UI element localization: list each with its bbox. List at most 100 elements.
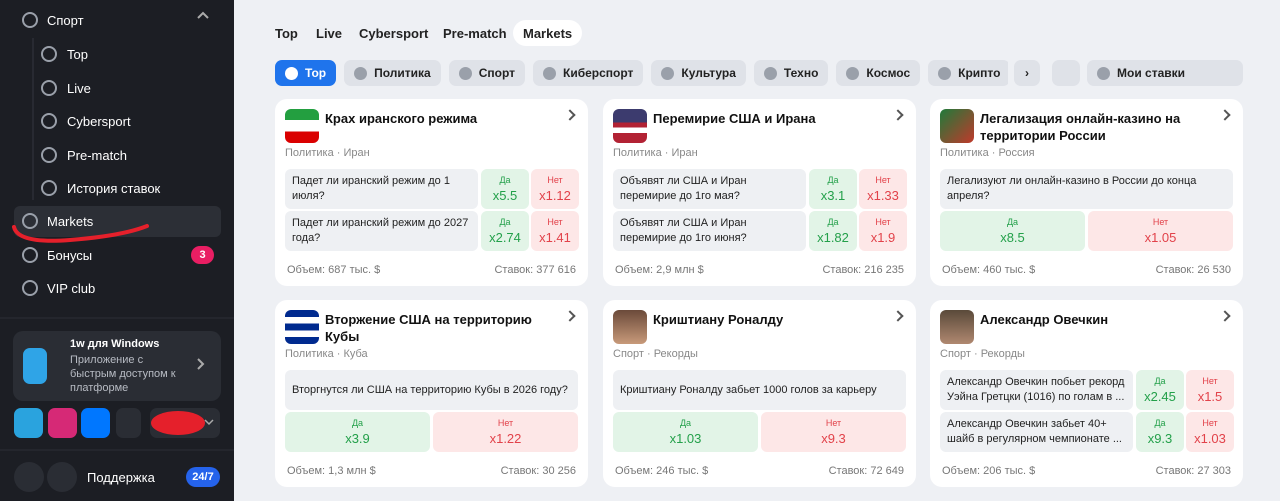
no-button[interactable]: Нет x9.3 bbox=[761, 412, 906, 452]
button-label: Нет bbox=[547, 175, 563, 185]
market-card[interactable]: Вторжение США на территорию Кубы Политика… bbox=[275, 300, 588, 487]
yes-button[interactable]: Да x9.3 bbox=[1136, 412, 1184, 452]
scroll-arrow[interactable]: › bbox=[1014, 60, 1040, 86]
card-avatar bbox=[940, 109, 974, 143]
chip-label: Киберспорт bbox=[563, 66, 634, 80]
nav-item[interactable]: VIP club bbox=[47, 280, 96, 296]
card-title: Крах иранского режима bbox=[325, 111, 478, 126]
yes-button[interactable]: Да x5.5 bbox=[481, 169, 529, 209]
odds: x8.5 bbox=[1000, 230, 1025, 245]
no-button[interactable]: Нет x1.03 bbox=[1186, 412, 1234, 452]
bets-count: Ставок: 377 616 bbox=[494, 264, 576, 276]
promo-text: Приложение с быстрым доступом к платформ… bbox=[70, 354, 176, 394]
sport-header[interactable]: Спорт bbox=[47, 12, 84, 28]
button-label: Да bbox=[827, 217, 839, 227]
odds: x1.03 bbox=[1194, 431, 1226, 446]
chip-label: Крипто bbox=[958, 66, 1001, 80]
tab[interactable]: Pre-match bbox=[443, 25, 507, 41]
nav-icon bbox=[22, 213, 38, 229]
card-avatar bbox=[285, 310, 319, 344]
card-title: Александр Овечкин bbox=[980, 312, 1109, 327]
no-button[interactable]: Нет x1.5 bbox=[1186, 370, 1234, 410]
card-avatar bbox=[613, 109, 647, 143]
nav-item[interactable]: Бонусы bbox=[47, 247, 93, 263]
my-bets[interactable]: Мои ставки bbox=[1087, 60, 1243, 86]
market-card[interactable]: Александр Овечкин Спорт · Рекорды Александ… bbox=[930, 300, 1243, 487]
card-category: Политика · Россия bbox=[940, 147, 1035, 159]
question: Легализуют ли онлайн-казино в России до … bbox=[940, 169, 1233, 209]
tab[interactable]: Markets bbox=[513, 20, 583, 46]
chip-label: Спорт bbox=[478, 66, 515, 80]
tab[interactable]: Top bbox=[275, 25, 298, 41]
question: Криштиану Роналду забьет 1000 голов за к… bbox=[613, 370, 906, 410]
nav-item[interactable]: Markets bbox=[47, 213, 94, 229]
nav-item[interactable]: История ставок bbox=[67, 180, 161, 196]
nav-item[interactable]: Pre-match bbox=[67, 147, 127, 163]
bets-count: Ставок: 72 649 bbox=[828, 465, 904, 477]
bets-count: Ставок: 30 256 bbox=[500, 465, 576, 477]
nav-item[interactable]: Live bbox=[67, 80, 91, 96]
chip-icon bbox=[285, 66, 298, 80]
filter-chip[interactable]: Top bbox=[275, 60, 337, 86]
market-card[interactable]: Легализация онлайн-казино на территории … bbox=[930, 99, 1243, 286]
tab[interactable]: Live bbox=[316, 25, 343, 41]
filter-chip[interactable]: Политика bbox=[344, 60, 441, 86]
odds: x3.9 bbox=[345, 431, 370, 446]
yes-button[interactable]: Да x1.82 bbox=[809, 211, 857, 251]
volume: Объем: 206 тыс. $ bbox=[942, 465, 1036, 477]
yes-button[interactable]: Да x2.74 bbox=[481, 211, 529, 251]
market-card[interactable]: Криштиану Роналду Спорт · Рекорды Криштиан… bbox=[603, 300, 916, 487]
filter-button[interactable] bbox=[1052, 60, 1080, 86]
market-card[interactable]: Перемирие США и Ирана Политика · Иран Объя… bbox=[603, 99, 916, 286]
no-button[interactable]: Нет x1.9 bbox=[859, 211, 907, 251]
button-label: Да bbox=[1154, 418, 1166, 428]
chip-icon bbox=[763, 66, 777, 80]
button-label: Нет bbox=[1202, 376, 1218, 386]
odds: x1.12 bbox=[539, 188, 571, 203]
chip-icon bbox=[846, 66, 860, 80]
yes-button[interactable]: Да x8.5 bbox=[940, 211, 1085, 251]
volume: Объем: 460 тыс. $ bbox=[942, 264, 1036, 276]
no-button[interactable]: Нет x1.33 bbox=[859, 169, 907, 209]
volume: Объем: 1,3 млн $ bbox=[287, 465, 376, 477]
question: Александр Овечкин побьет рекорд Уэйна Гр… bbox=[940, 370, 1133, 410]
no-button[interactable]: Нет x1.22 bbox=[433, 412, 578, 452]
nav-item[interactable]: Cybersport bbox=[67, 113, 131, 129]
market-card[interactable]: Крах иранского режима Политика · Иран Паде… bbox=[275, 99, 588, 286]
button-label: Нет bbox=[875, 175, 891, 185]
yes-button[interactable]: Да x3.9 bbox=[285, 412, 430, 452]
card-avatar bbox=[613, 310, 647, 344]
card-avatar bbox=[940, 310, 974, 344]
odds: x9.3 bbox=[821, 431, 846, 446]
yes-button[interactable]: Да x3.1 bbox=[809, 169, 857, 209]
filter-chip[interactable]: Культура bbox=[651, 60, 746, 86]
support-label[interactable]: Поддержка bbox=[87, 469, 155, 485]
volume: Объем: 687 тыс. $ bbox=[287, 264, 381, 276]
chip-label: Мои ставки bbox=[1117, 66, 1186, 80]
bets-count: Ставок: 216 235 bbox=[822, 264, 904, 276]
card-category: Политика · Иран bbox=[285, 147, 370, 159]
no-button[interactable]: Нет x1.05 bbox=[1088, 211, 1233, 251]
chip-label: Культура bbox=[681, 66, 736, 80]
filter-chip[interactable]: Техно bbox=[753, 60, 829, 86]
filter-chip[interactable]: Киберспорт bbox=[533, 60, 644, 86]
tab[interactable]: Cybersport bbox=[359, 25, 429, 41]
odds: x1.41 bbox=[539, 230, 571, 245]
filter-chip[interactable]: Космос bbox=[836, 60, 921, 86]
no-button[interactable]: Нет x1.41 bbox=[531, 211, 579, 251]
odds: x1.22 bbox=[489, 431, 522, 446]
nav-item[interactable]: Top bbox=[67, 46, 88, 62]
button-label: Нет bbox=[875, 217, 891, 227]
question: Александр Овечкин забьет 40+ шайб в регу… bbox=[940, 412, 1133, 452]
filter-chip[interactable]: Спорт bbox=[448, 60, 525, 86]
chip-icon bbox=[458, 66, 472, 80]
no-button[interactable]: Нет x1.12 bbox=[531, 169, 579, 209]
button-label: Нет bbox=[825, 418, 842, 428]
yes-button[interactable]: Да x2.45 bbox=[1136, 370, 1184, 410]
card-chevron bbox=[892, 310, 904, 322]
card-title: Легализация онлайн-казино на территории … bbox=[980, 111, 1181, 143]
chip-label: Top bbox=[305, 66, 327, 80]
yes-button[interactable]: Да x1.03 bbox=[613, 412, 758, 452]
filter-chip[interactable]: Крипто bbox=[928, 60, 1008, 86]
bets-count: Ставок: 27 303 bbox=[1155, 465, 1231, 477]
